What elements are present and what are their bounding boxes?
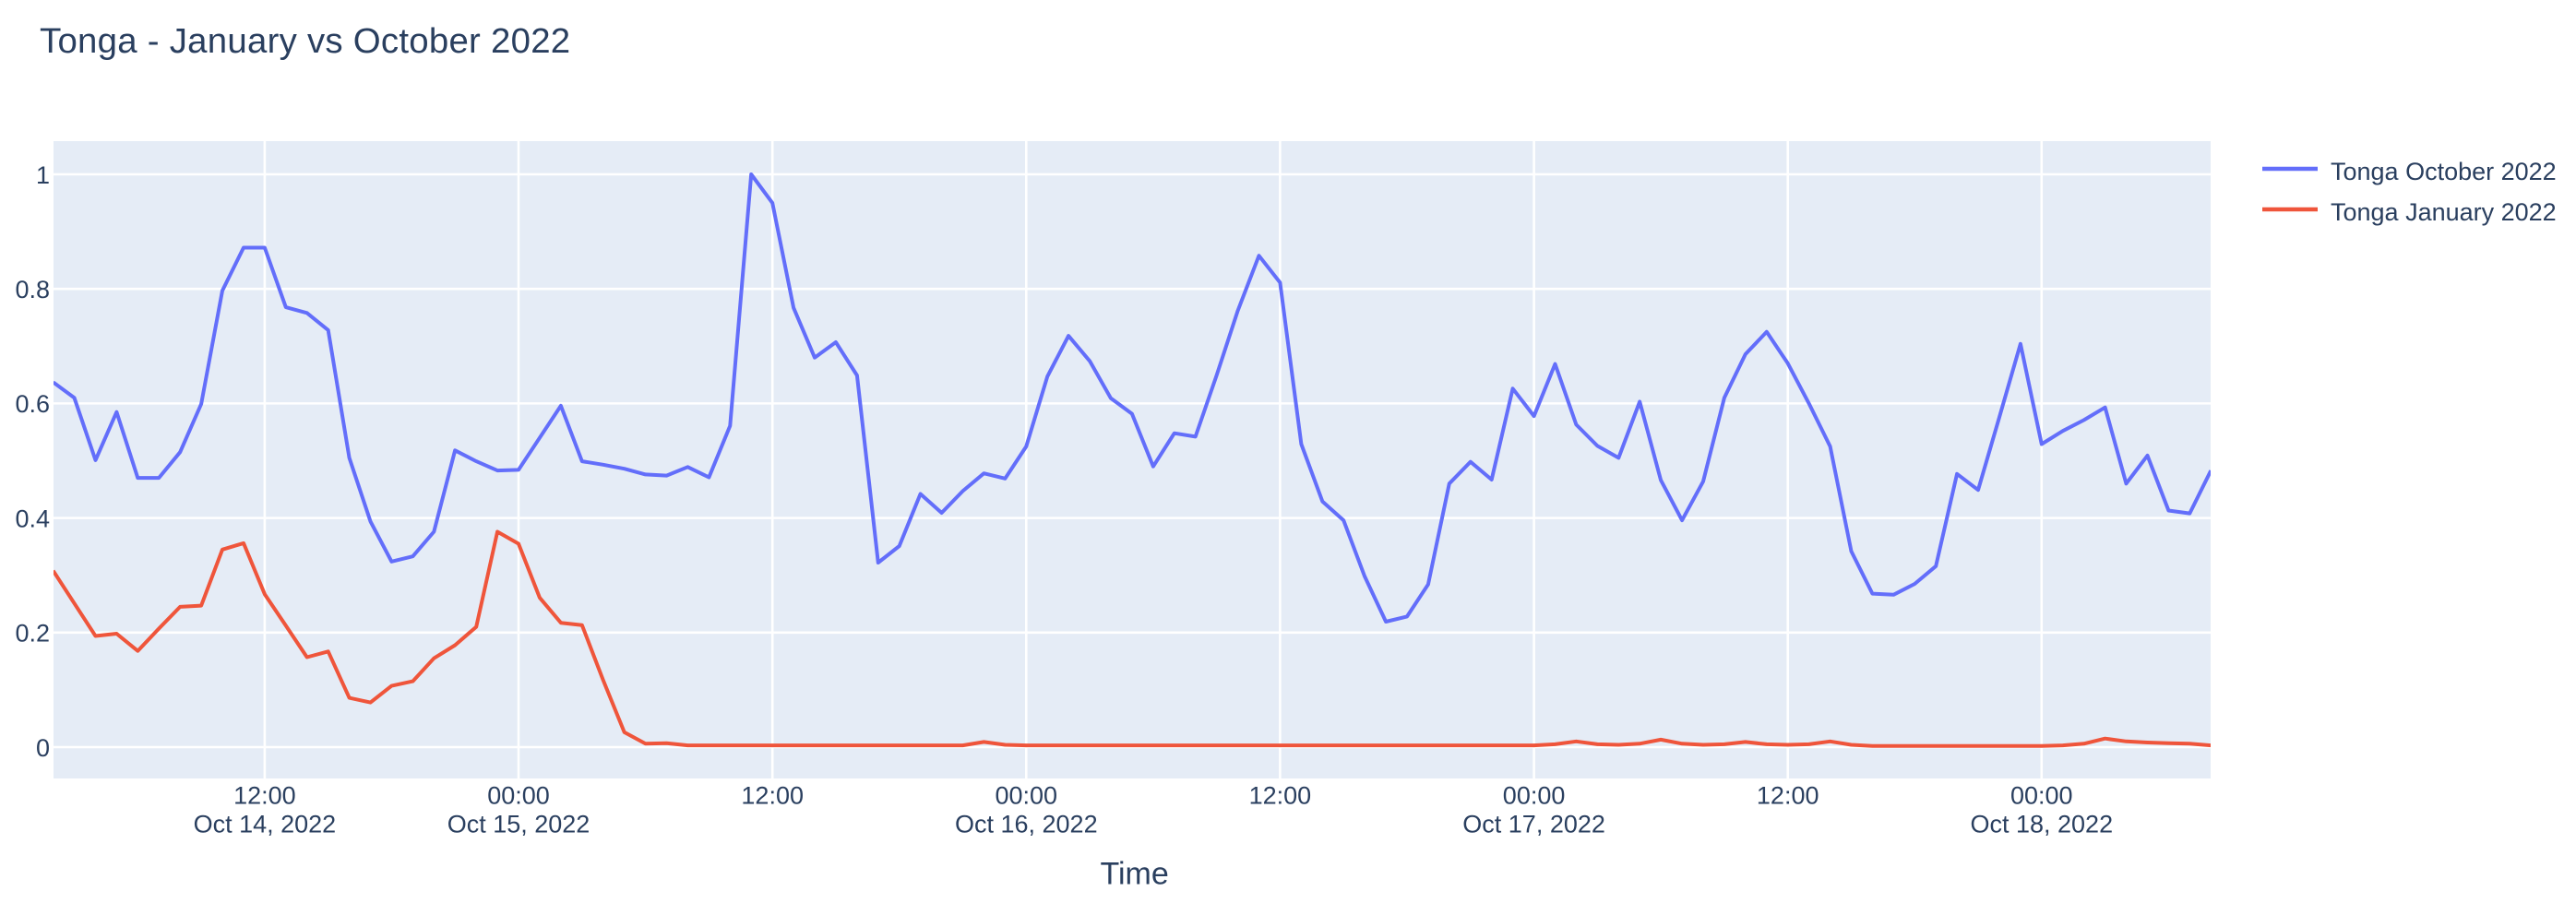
svg-text:12:00: 12:00 (1249, 782, 1312, 810)
svg-text:12:00: 12:00 (1757, 782, 1819, 810)
svg-text:00:00: 00:00 (1503, 782, 1566, 810)
svg-text:00:00: 00:00 (996, 782, 1058, 810)
svg-text:00:00: 00:00 (2010, 782, 2073, 810)
svg-text:Time: Time (1100, 857, 1168, 892)
svg-text:Tonga October 2022: Tonga October 2022 (2331, 158, 2557, 185)
svg-text:0.2: 0.2 (15, 620, 50, 648)
svg-text:0.8: 0.8 (15, 276, 50, 303)
svg-text:Tonga January 2022: Tonga January 2022 (2331, 198, 2557, 226)
svg-text:Oct 15, 2022: Oct 15, 2022 (447, 811, 590, 838)
svg-text:12:00: 12:00 (741, 782, 804, 810)
svg-text:12:00: 12:00 (233, 782, 296, 810)
svg-text:Oct 17, 2022: Oct 17, 2022 (1462, 811, 1605, 838)
svg-text:00:00: 00:00 (487, 782, 550, 810)
svg-text:Oct 14, 2022: Oct 14, 2022 (194, 811, 337, 838)
svg-text:0.6: 0.6 (15, 390, 50, 418)
svg-text:Oct 16, 2022: Oct 16, 2022 (955, 811, 1098, 838)
svg-text:Tonga - January vs October 202: Tonga - January vs October 2022 (40, 21, 570, 61)
svg-text:0.4: 0.4 (15, 505, 50, 532)
svg-text:1: 1 (36, 161, 50, 189)
svg-text:0: 0 (36, 734, 50, 762)
svg-text:Oct 18, 2022: Oct 18, 2022 (1970, 811, 2113, 838)
